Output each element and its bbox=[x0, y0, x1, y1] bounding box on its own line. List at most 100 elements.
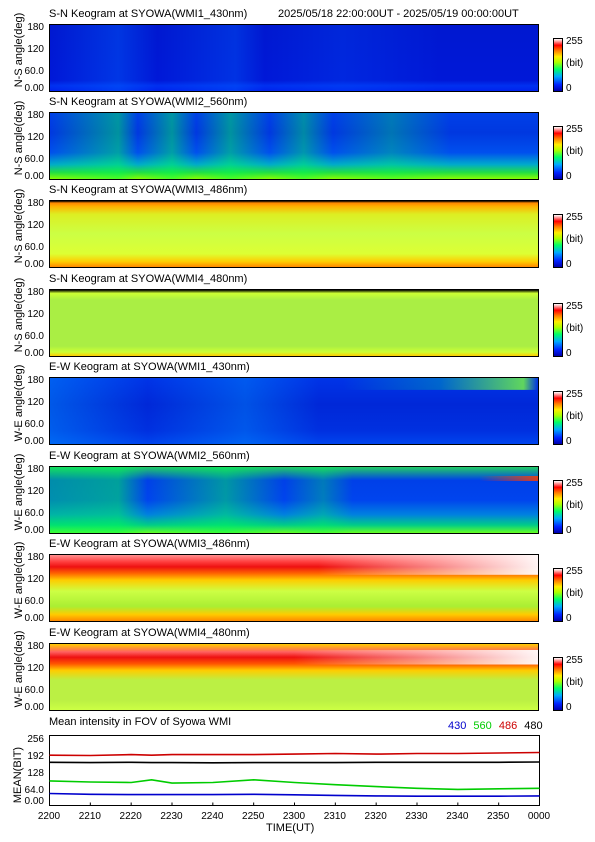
ytick: 0.00 bbox=[24, 613, 44, 624]
mean-ytick: 64.0 bbox=[24, 785, 44, 796]
keogram-panel: S-N Keogram at SYOWA(WMI2_560nm) N-S angl… bbox=[0, 96, 595, 188]
mean-intensity-plot bbox=[49, 735, 540, 806]
ytick: 180 bbox=[27, 375, 44, 386]
ytick: 120 bbox=[27, 132, 44, 143]
keogram-image bbox=[49, 554, 539, 622]
x-tick-label: 2340 bbox=[446, 811, 469, 822]
colorbar-max: 255 bbox=[566, 301, 583, 312]
ytick: 120 bbox=[27, 397, 44, 408]
keogram-image bbox=[49, 643, 539, 711]
colorbar bbox=[553, 391, 563, 445]
series-line-480 bbox=[49, 761, 540, 764]
colorbar-unit: (bit) bbox=[566, 234, 584, 245]
keogram-image bbox=[49, 24, 539, 92]
keogram-title: S-N Keogram at SYOWA(WMI4_480nm) bbox=[49, 273, 248, 285]
colorbar-min: 0 bbox=[566, 171, 572, 182]
x-tick-label: 2220 bbox=[119, 811, 142, 822]
series-line-560 bbox=[49, 778, 540, 791]
legend-486: 486 bbox=[498, 720, 518, 732]
keogram-image bbox=[49, 112, 539, 180]
keogram-image bbox=[49, 466, 539, 534]
colorbar-unit: (bit) bbox=[566, 677, 584, 688]
mean-intensity-title: Mean intensity in FOV of Syowa WMI bbox=[49, 716, 232, 728]
colorbar-unit: (bit) bbox=[566, 500, 584, 511]
ytick: 180 bbox=[27, 110, 44, 121]
colorbar bbox=[553, 214, 563, 268]
ytick: 0.00 bbox=[24, 83, 44, 94]
keogram-panel: S-N Keogram at SYOWA(WMI3_486nm) N-S angl… bbox=[0, 184, 595, 276]
legend: 430 560 486 480 bbox=[448, 720, 543, 732]
series-line-486 bbox=[49, 751, 540, 757]
keogram-title: E-W Keogram at SYOWA(WMI2_560nm) bbox=[49, 450, 250, 462]
keogram-title: S-N Keogram at SYOWA(WMI3_486nm) bbox=[49, 184, 248, 196]
ytick: 120 bbox=[27, 663, 44, 674]
keogram-panel: S-N Keogram at SYOWA(WMI4_480nm) N-S angl… bbox=[0, 273, 595, 365]
ytick: 120 bbox=[27, 220, 44, 231]
colorbar-max: 255 bbox=[566, 389, 583, 400]
x-axis-label: TIME(UT) bbox=[266, 822, 315, 834]
ytick: 60.0 bbox=[24, 596, 44, 607]
x-tick-label: 2350 bbox=[487, 811, 510, 822]
colorbar bbox=[553, 657, 563, 711]
series-line-430 bbox=[49, 792, 540, 798]
mean-ytick: 128 bbox=[27, 768, 44, 779]
ytick: 180 bbox=[27, 464, 44, 475]
ytick: 180 bbox=[27, 552, 44, 563]
ytick: 0.00 bbox=[24, 348, 44, 359]
keogram-title: S-N Keogram at SYOWA(WMI1_430nm) bbox=[49, 8, 248, 20]
legend-560: 560 bbox=[473, 720, 492, 732]
ytick: 60.0 bbox=[24, 685, 44, 696]
x-tick-label: 2240 bbox=[201, 811, 224, 822]
x-tick-label: 2310 bbox=[323, 811, 346, 822]
ytick: 60.0 bbox=[24, 242, 44, 253]
ytick: 180 bbox=[27, 198, 44, 209]
ytick: 180 bbox=[27, 641, 44, 652]
mean-intensity-panel: Mean intensity in FOV of Syowa WMI 430 5… bbox=[0, 714, 595, 842]
legend-430: 430 bbox=[448, 720, 467, 732]
keogram-panel: E-W Keogram at SYOWA(WMI4_480nm) W-E angl… bbox=[0, 627, 595, 719]
keogram-panel: S-N Keogram at SYOWA(WMI1_430nm) N-S angl… bbox=[0, 8, 595, 100]
colorbar bbox=[553, 38, 563, 92]
legend-480: 480 bbox=[524, 720, 543, 732]
colorbar bbox=[553, 480, 563, 534]
ytick: 180 bbox=[27, 22, 44, 33]
x-tick-label: 2320 bbox=[364, 811, 387, 822]
keogram-image bbox=[49, 289, 539, 357]
x-tick-label: 2200 bbox=[37, 811, 61, 822]
colorbar-unit: (bit) bbox=[566, 323, 584, 334]
colorbar-unit: (bit) bbox=[566, 58, 584, 69]
time-range-label: 2025/05/18 22:00:00UT - 2025/05/19 00:00… bbox=[278, 8, 519, 20]
keogram-title: S-N Keogram at SYOWA(WMI2_560nm) bbox=[49, 96, 248, 108]
colorbar-min: 0 bbox=[566, 83, 572, 94]
colorbar-min: 0 bbox=[566, 613, 572, 624]
colorbar-max: 255 bbox=[566, 212, 583, 223]
colorbar-max: 255 bbox=[566, 124, 583, 135]
x-tick-label: 2330 bbox=[405, 811, 428, 822]
colorbar-min: 0 bbox=[566, 702, 572, 713]
mean-ytick: 192 bbox=[27, 751, 44, 762]
colorbar-unit: (bit) bbox=[566, 146, 584, 157]
ytick: 0.00 bbox=[24, 259, 44, 270]
keogram-image bbox=[49, 377, 539, 445]
keogram-panel: E-W Keogram at SYOWA(WMI1_430nm) W-E angl… bbox=[0, 361, 595, 453]
ytick: 0.00 bbox=[24, 702, 44, 713]
ytick: 60.0 bbox=[24, 419, 44, 430]
colorbar bbox=[553, 126, 563, 180]
colorbar-min: 0 bbox=[566, 436, 572, 447]
keogram-title: E-W Keogram at SYOWA(WMI3_486nm) bbox=[49, 538, 250, 550]
ytick: 60.0 bbox=[24, 508, 44, 519]
colorbar-unit: (bit) bbox=[566, 411, 584, 422]
ytick: 120 bbox=[27, 574, 44, 585]
keogram-panel: E-W Keogram at SYOWA(WMI2_560nm) W-E angl… bbox=[0, 450, 595, 542]
colorbar-max: 255 bbox=[566, 478, 583, 489]
colorbar-max: 255 bbox=[566, 566, 583, 577]
keogram-title: E-W Keogram at SYOWA(WMI1_430nm) bbox=[49, 361, 250, 373]
colorbar bbox=[553, 303, 563, 357]
colorbar-min: 0 bbox=[566, 259, 572, 270]
mean-ytick: 0.00 bbox=[24, 796, 44, 807]
colorbar-min: 0 bbox=[566, 348, 572, 359]
ytick: 60.0 bbox=[24, 154, 44, 165]
x-tick-label: 0000 bbox=[527, 811, 551, 822]
ytick: 60.0 bbox=[24, 331, 44, 342]
ytick: 120 bbox=[27, 309, 44, 320]
